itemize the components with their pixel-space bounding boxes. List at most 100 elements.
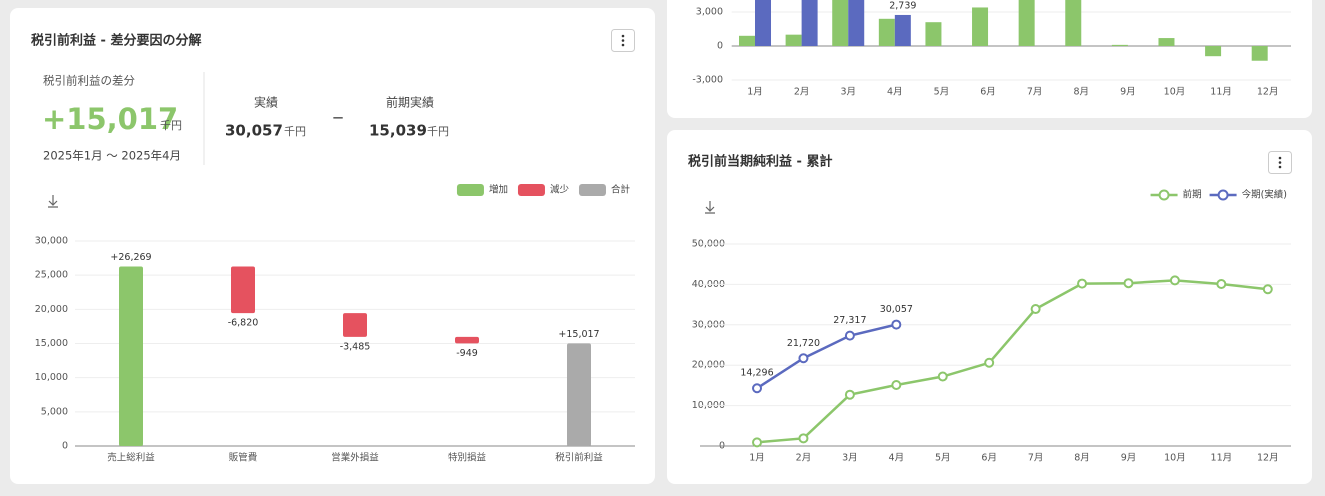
bar <box>878 18 895 46</box>
point <box>891 379 902 390</box>
bar <box>231 266 255 314</box>
x-tick-label: 4月 <box>889 453 905 464</box>
x-tick-label: 5月 <box>934 87 950 98</box>
bar <box>785 34 802 46</box>
x-tick-label: 10月 <box>1164 453 1186 464</box>
y-tick-label: 20,000 <box>35 304 68 315</box>
bar <box>1251 46 1268 61</box>
bar <box>1158 38 1175 46</box>
x-tick-label: 6月 <box>980 87 996 98</box>
legend-swatch <box>1217 189 1229 201</box>
data-label: -6,820 <box>228 318 259 329</box>
y-tick-label: 0 <box>62 441 68 452</box>
bar <box>1111 44 1128 46</box>
bar <box>972 7 989 46</box>
x-tick-label: 6月 <box>981 453 997 464</box>
y-tick-label: 30,000 <box>35 236 68 247</box>
card <box>10 8 655 484</box>
x-tick-label: 7月 <box>1027 87 1043 98</box>
point <box>1216 278 1227 289</box>
point <box>1030 304 1041 315</box>
download-button[interactable] <box>48 195 58 208</box>
legend-swatch <box>578 184 606 196</box>
bar <box>119 266 143 446</box>
bar <box>1205 46 1222 57</box>
point <box>844 330 855 341</box>
prior-label: 前期実績 <box>386 95 434 110</box>
x-tick-label: 9月 <box>1121 453 1137 464</box>
bar <box>739 35 756 46</box>
point <box>844 389 855 400</box>
legend-swatch <box>517 184 545 196</box>
data-label: +26,269 <box>110 252 151 263</box>
bar <box>894 14 911 46</box>
unit: 千円 <box>427 125 449 138</box>
x-tick-label: 3月 <box>842 453 858 464</box>
y-tick-label: 0 <box>717 41 723 52</box>
x-tick-label: 3月 <box>840 87 856 98</box>
bar <box>567 343 591 446</box>
actual-label: 実績 <box>254 95 278 110</box>
bar <box>755 0 772 46</box>
bar <box>1018 0 1035 47</box>
x-tick-label: 11月 <box>1210 87 1232 98</box>
point <box>1262 284 1273 295</box>
data-label: -3,485 <box>340 341 371 352</box>
card <box>667 130 1312 484</box>
legend-swatch <box>1158 189 1170 201</box>
y-tick-label: -3,000 <box>692 75 723 86</box>
bar <box>1065 0 1082 47</box>
data-label: 2,739 <box>889 0 916 11</box>
bar <box>848 0 865 46</box>
x-tick-label: 11月 <box>1211 453 1233 464</box>
data-label: +15,017 <box>558 329 599 340</box>
legend-label: 減少 <box>550 184 570 196</box>
actual-value: 30,057 <box>225 122 283 140</box>
data-label: 30,057 <box>880 304 913 315</box>
line <box>756 279 1268 444</box>
legend-label: 合計 <box>611 184 631 196</box>
menu-button[interactable] <box>1268 151 1292 174</box>
card-title: 税引前当期純利益 - 累計 <box>688 154 832 170</box>
data-label: -949 <box>456 348 478 359</box>
minus: − <box>332 109 345 127</box>
x-tick-label: 1月 <box>749 453 765 464</box>
bar <box>801 0 818 46</box>
x-tick-label: 8月 <box>1073 87 1089 98</box>
x-tick-label: 5月 <box>935 453 951 464</box>
x-tick-label: 12月 <box>1257 87 1279 98</box>
unit: 千円 <box>284 125 306 138</box>
period: 2025年1月 〜 2025年4月 <box>43 149 181 163</box>
download-button[interactable] <box>705 201 715 214</box>
point <box>1123 278 1134 289</box>
point <box>937 371 948 382</box>
card-title: 税引前利益 - 差分要因の分解 <box>31 33 201 49</box>
x-tick-label: 営業外損益 <box>331 452 379 464</box>
data-label: 27,317 <box>833 315 866 326</box>
point <box>798 433 809 444</box>
x-tick-label: 2月 <box>794 87 810 98</box>
x-tick-label: 4月 <box>887 87 903 98</box>
x-tick-label: 9月 <box>1120 87 1136 98</box>
x-tick-label: 12月 <box>1257 453 1279 464</box>
x-tick-label: 販管費 <box>229 452 258 464</box>
y-tick-label: 5,000 <box>41 406 68 417</box>
bar <box>925 22 942 46</box>
bar <box>343 313 367 337</box>
legend-label: 今期(実績) <box>1242 189 1287 201</box>
y-tick-label: 25,000 <box>35 270 68 281</box>
x-tick-label: 売上総利益 <box>107 452 155 464</box>
point <box>1169 275 1180 286</box>
point <box>752 437 763 448</box>
menu-button[interactable] <box>611 29 635 52</box>
point <box>984 357 995 368</box>
bar <box>832 0 849 46</box>
legend-label: 前期 <box>1183 189 1202 201</box>
y-tick-label: 3,000 <box>696 7 723 18</box>
diff-label: 税引前利益の差分 <box>43 74 135 88</box>
point <box>1077 278 1088 289</box>
card <box>667 0 1312 118</box>
x-tick-label: 2月 <box>796 453 812 464</box>
point <box>798 353 809 364</box>
